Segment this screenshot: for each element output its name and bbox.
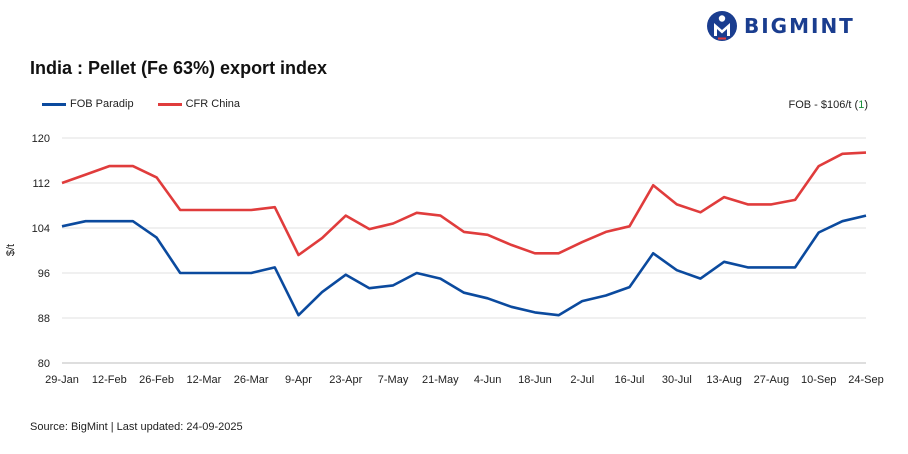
- annotation-suffix: ): [864, 99, 868, 111]
- x-tick-label: 12-Feb: [92, 374, 127, 386]
- chart-title: India : Pellet (Fe 63%) export index: [30, 58, 328, 78]
- y-axis-ticks: 80 88 96 104 112 120: [32, 133, 50, 370]
- price-annotation: FOB - $106/t (1): [789, 99, 869, 111]
- x-tick-label: 29-Jan: [45, 374, 79, 386]
- x-tick-label: 10-Sep: [801, 374, 836, 386]
- x-tick-label: 30-Jul: [662, 374, 692, 386]
- chart-grid: [62, 137, 866, 364]
- y-tick-label: 80: [38, 358, 50, 370]
- chart-legend: FOB Paradip CFR China: [42, 98, 264, 110]
- logo-text: BIGMINT: [744, 14, 855, 38]
- legend-swatch-cfr: [157, 102, 182, 106]
- series-line-fob-paradip: [61, 214, 867, 317]
- x-axis-ticks: 29-Jan 12-Feb 26-Feb 12-Mar 26-Mar 9-Apr 23-Ap…: [45, 374, 884, 386]
- x-tick-label: 21-May: [422, 374, 459, 386]
- legend-item-cfr: CFR China: [157, 98, 240, 110]
- legend-label-fob: FOB Paradip: [70, 98, 134, 110]
- y-tick-label: 104: [32, 223, 50, 235]
- x-tick-label: 24-Sep: [848, 374, 883, 386]
- person-m-circle-icon: [707, 11, 737, 41]
- y-tick-label: 96: [38, 268, 50, 280]
- x-tick-label: 23-Apr: [329, 374, 362, 386]
- x-tick-label: 4-Jun: [474, 374, 502, 386]
- legend-item-fob: FOB Paradip: [42, 98, 134, 110]
- x-tick-label: 16-Jul: [615, 374, 645, 386]
- x-tick-label: 18-Jun: [518, 374, 552, 386]
- source-note: Source: BigMint | Last updated: 24-09-20…: [30, 421, 243, 433]
- x-tick-label: 13-Aug: [706, 374, 741, 386]
- y-tick-label: 120: [32, 133, 50, 145]
- y-tick-label: 88: [38, 313, 50, 325]
- brand-logo: BIGMINT: [706, 10, 855, 42]
- annotation-delta: 1: [858, 99, 865, 111]
- annotation-text: FOB - $106/t (: [788, 99, 859, 111]
- x-tick-label: 12-Mar: [186, 374, 221, 386]
- legend-swatch-fob: [42, 102, 66, 106]
- y-axis-label: $/t: [5, 244, 17, 256]
- x-tick-label: 27-Aug: [754, 374, 789, 386]
- x-tick-label: 26-Mar: [234, 374, 269, 386]
- series-line-cfr-china: [61, 151, 867, 257]
- legend-label-cfr: CFR China: [185, 98, 240, 110]
- series-lines: [61, 151, 867, 317]
- x-tick-label: 7-May: [378, 374, 409, 386]
- x-tick-label: 2-Jul: [570, 374, 594, 386]
- x-tick-label: 9-Apr: [285, 374, 312, 386]
- y-tick-label: 112: [32, 178, 50, 190]
- x-tick-label: 26-Feb: [139, 374, 174, 386]
